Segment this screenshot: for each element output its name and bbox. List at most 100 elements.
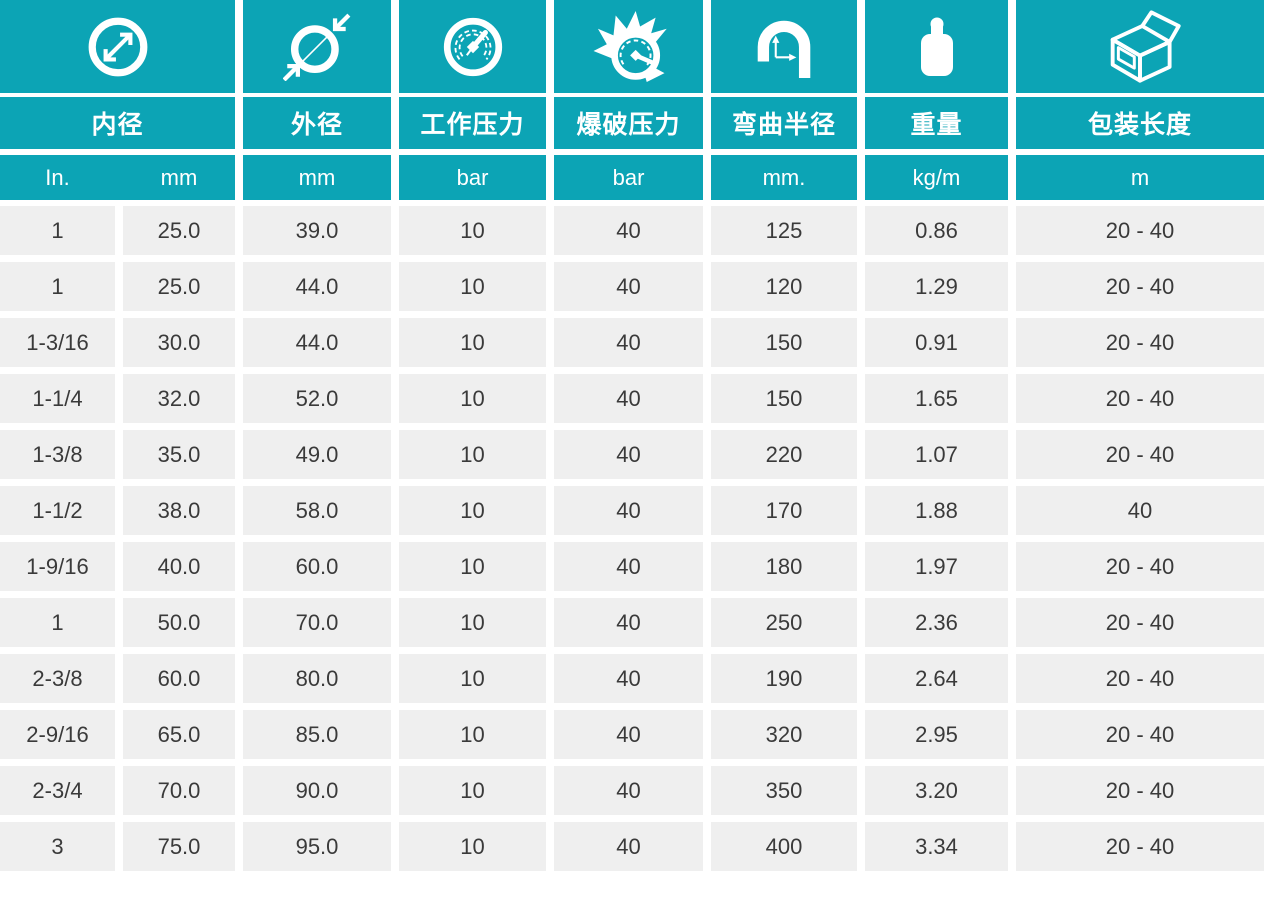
outer-diameter-icon bbox=[283, 13, 351, 81]
data-cell: 2-3/8 bbox=[0, 654, 115, 703]
header-cell-burst-pressure: 爆破压力 bbox=[554, 97, 703, 149]
bend-radius-icon bbox=[757, 20, 811, 78]
data-cell: 60.0 bbox=[123, 654, 235, 703]
data-cell: 20 - 40 bbox=[1016, 710, 1264, 759]
data-cell: 49.0 bbox=[243, 430, 391, 479]
data-cell: 70.0 bbox=[243, 598, 391, 647]
data-cell: 20 - 40 bbox=[1016, 262, 1264, 311]
data-cell: 25.0 bbox=[123, 206, 235, 255]
data-cell: 250 bbox=[711, 598, 857, 647]
table-row: 3 75.0 95.0 10 40 400 3.34 20 - 40 bbox=[0, 822, 1264, 871]
data-cell: 80.0 bbox=[243, 654, 391, 703]
unit-label-in: In. bbox=[45, 164, 70, 190]
burst-gauge-icon bbox=[593, 11, 667, 82]
unit-cell-package-length: m bbox=[1016, 155, 1264, 200]
data-cell: 3.34 bbox=[865, 822, 1008, 871]
data-cell: 20 - 40 bbox=[1016, 374, 1264, 423]
outer-diameter-icon-cell bbox=[243, 0, 391, 93]
data-cell: 320 bbox=[711, 710, 857, 759]
data-cell: 2.36 bbox=[865, 598, 1008, 647]
data-cell: 2.64 bbox=[865, 654, 1008, 703]
table-row: 1-1/4 32.0 52.0 10 40 150 1.65 20 - 40 bbox=[0, 374, 1264, 423]
data-cell: 150 bbox=[711, 318, 857, 367]
inner-diameter-icon bbox=[88, 17, 147, 76]
table-row: 2-9/16 65.0 85.0 10 40 320 2.95 20 - 40 bbox=[0, 710, 1264, 759]
data-cell: 40 bbox=[554, 486, 703, 535]
data-cell: 220 bbox=[711, 430, 857, 479]
data-cell: 10 bbox=[399, 206, 546, 255]
data-cell: 40 bbox=[554, 374, 703, 423]
header-cell-bend-radius: 弯曲半径 bbox=[711, 97, 857, 149]
data-cell: 35.0 bbox=[123, 430, 235, 479]
data-cell: 120 bbox=[711, 262, 857, 311]
inner-diameter-icon-cell bbox=[0, 0, 235, 93]
header-cell-inner-diameter: 内径 bbox=[0, 97, 235, 149]
table-row: 2-3/8 60.0 80.0 10 40 190 2.64 20 - 40 bbox=[0, 654, 1264, 703]
weight-icon-cell bbox=[865, 0, 1008, 93]
data-cell: 2.95 bbox=[865, 710, 1008, 759]
header-row: 内径 外径 工作压力 爆破压力 弯曲半径 重量 包装长度 bbox=[0, 97, 1264, 149]
data-cell: 1 bbox=[0, 598, 115, 647]
data-cell: 1-1/2 bbox=[0, 486, 115, 535]
data-cell: 1-3/8 bbox=[0, 430, 115, 479]
data-cell: 1.29 bbox=[865, 262, 1008, 311]
data-cell: 20 - 40 bbox=[1016, 318, 1264, 367]
data-cell: 40 bbox=[554, 206, 703, 255]
data-cell: 65.0 bbox=[123, 710, 235, 759]
data-cell: 2-9/16 bbox=[0, 710, 115, 759]
data-cell: 0.91 bbox=[865, 318, 1008, 367]
data-cell: 40 bbox=[554, 822, 703, 871]
data-cell: 190 bbox=[711, 654, 857, 703]
data-cell: 10 bbox=[399, 598, 546, 647]
data-cell: 10 bbox=[399, 766, 546, 815]
data-cell: 40 bbox=[1016, 486, 1264, 535]
weight-icon bbox=[920, 17, 953, 76]
data-cell: 20 - 40 bbox=[1016, 822, 1264, 871]
data-cell: 20 - 40 bbox=[1016, 542, 1264, 591]
data-cell: 400 bbox=[711, 822, 857, 871]
data-cell: 20 - 40 bbox=[1016, 654, 1264, 703]
data-cell: 32.0 bbox=[123, 374, 235, 423]
data-cell: 75.0 bbox=[123, 822, 235, 871]
data-cell: 50.0 bbox=[123, 598, 235, 647]
data-cell: 170 bbox=[711, 486, 857, 535]
data-cell: 1-9/16 bbox=[0, 542, 115, 591]
pressure-gauge-icon bbox=[443, 17, 502, 76]
header-cell-package-length: 包装长度 bbox=[1016, 97, 1264, 149]
data-cell: 90.0 bbox=[243, 766, 391, 815]
table-row: 1-3/8 35.0 49.0 10 40 220 1.07 20 - 40 bbox=[0, 430, 1264, 479]
icon-header-row bbox=[0, 0, 1264, 93]
data-cell: 40 bbox=[554, 598, 703, 647]
data-cell: 40 bbox=[554, 654, 703, 703]
data-cell: 1.88 bbox=[865, 486, 1008, 535]
header-cell-working-pressure: 工作压力 bbox=[399, 97, 546, 149]
data-cell: 350 bbox=[711, 766, 857, 815]
header-cell-outer-diameter: 外径 bbox=[243, 97, 391, 149]
table-row: 1-1/2 38.0 58.0 10 40 170 1.88 40 bbox=[0, 486, 1264, 535]
pressure-gauge-icon-cell bbox=[399, 0, 546, 93]
unit-cell-bend-radius: mm. bbox=[711, 155, 857, 200]
unit-cell-weight: kg/m bbox=[865, 155, 1008, 200]
data-cell: 10 bbox=[399, 374, 546, 423]
data-cell: 30.0 bbox=[123, 318, 235, 367]
data-cell: 40 bbox=[554, 318, 703, 367]
data-cell: 1.97 bbox=[865, 542, 1008, 591]
package-box-icon-cell bbox=[1016, 0, 1264, 93]
table-row: 1 25.0 39.0 10 40 125 0.86 20 - 40 bbox=[0, 206, 1264, 255]
units-row: In. mm mm bar bar mm. kg/m m bbox=[0, 155, 1264, 200]
data-cell: 38.0 bbox=[123, 486, 235, 535]
data-cell: 40.0 bbox=[123, 542, 235, 591]
table-row: 1 25.0 44.0 10 40 120 1.29 20 - 40 bbox=[0, 262, 1264, 311]
package-box-icon bbox=[1110, 10, 1181, 83]
data-cell: 95.0 bbox=[243, 822, 391, 871]
data-cell: 20 - 40 bbox=[1016, 598, 1264, 647]
table-row: 2-3/4 70.0 90.0 10 40 350 3.20 20 - 40 bbox=[0, 766, 1264, 815]
data-cell: 125 bbox=[711, 206, 857, 255]
table-row: 1-3/16 30.0 44.0 10 40 150 0.91 20 - 40 bbox=[0, 318, 1264, 367]
data-cell: 40 bbox=[554, 262, 703, 311]
data-cell: 10 bbox=[399, 822, 546, 871]
unit-label-mm: mm bbox=[160, 164, 198, 190]
data-cell: 39.0 bbox=[243, 206, 391, 255]
data-cell: 10 bbox=[399, 430, 546, 479]
data-cell: 1-3/16 bbox=[0, 318, 115, 367]
